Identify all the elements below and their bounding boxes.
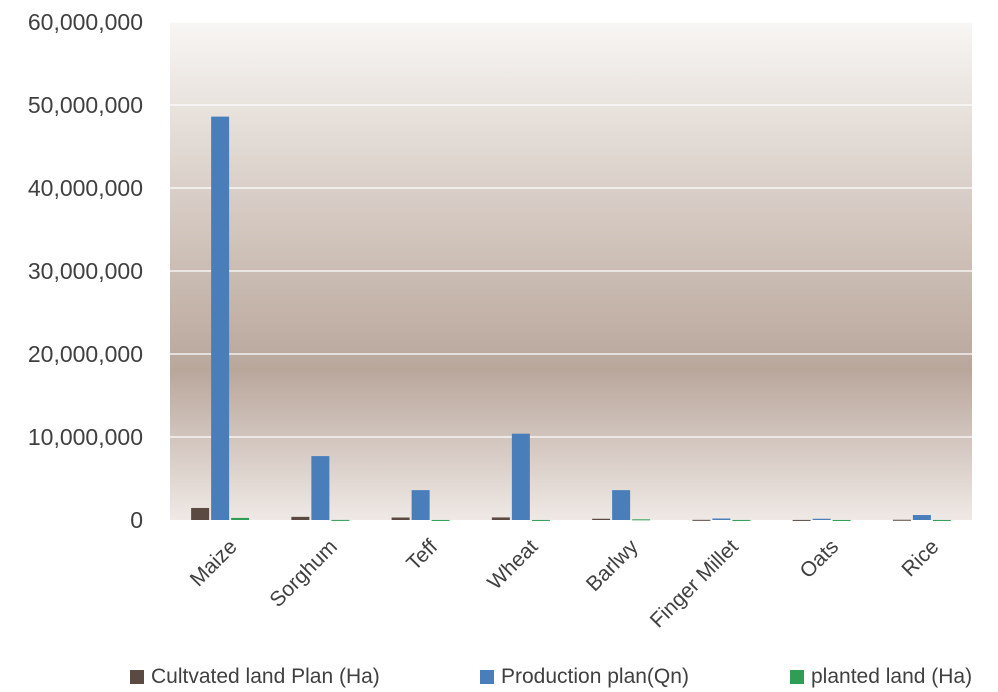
gridlines [170, 21, 972, 438]
bar [231, 517, 250, 520]
x-tick-label: Oats [796, 535, 844, 583]
y-tick-label: 50,000,000 [28, 92, 143, 118]
bar-chart-svg: 0 10,000,000 20,000,000 30,000,000 40,000,00… [28, 9, 972, 632]
bar [712, 518, 731, 520]
bar [291, 516, 310, 520]
legend-item-cultivated-land: Cultvated land Plan (Ha) [130, 665, 380, 689]
x-tick-label: Maize [186, 535, 242, 591]
legend-item-planted-land: planted land (Ha) [790, 665, 972, 689]
bar [612, 490, 631, 520]
bar [692, 519, 711, 521]
legend-item-production-plan: Production plan(Qn) [480, 665, 689, 689]
y-tick-label: 40,000,000 [28, 175, 143, 201]
legend-swatch-production-plan [480, 670, 494, 684]
legend: Cultvated land Plan (Ha) Production plan… [0, 662, 998, 692]
bar [191, 507, 210, 520]
bar [812, 518, 831, 520]
legend-label-production-plan: Production plan(Qn) [501, 665, 689, 688]
legend-swatch-cultivated-land [130, 670, 144, 684]
y-tick-label: 10,000,000 [28, 424, 143, 450]
y-tick-label: 20,000,000 [28, 341, 143, 367]
bar [511, 433, 530, 520]
bar [331, 519, 350, 521]
bar [491, 517, 510, 520]
x-tick-label: Sorghum [265, 535, 342, 612]
y-tick-label: 60,000,000 [28, 9, 143, 35]
bar [531, 519, 550, 521]
legend-label-planted-land: planted land (Ha) [811, 665, 973, 688]
y-axis-tick-labels: 0 10,000,000 20,000,000 30,000,000 40,000,00… [28, 9, 143, 533]
legend-swatch-planted-land [790, 670, 804, 684]
y-tick-label: 0 [130, 507, 143, 533]
bar [632, 519, 651, 521]
bar [592, 518, 611, 520]
bar [912, 515, 931, 520]
bar [892, 519, 911, 521]
x-axis-tick-labels: Maize Sorghum Teff Wheat Barlwy Finger Millet… [186, 535, 944, 632]
bar [211, 116, 230, 521]
bar [792, 519, 811, 521]
x-tick-label: Rice [897, 535, 943, 581]
bar [391, 517, 410, 520]
bar [311, 456, 330, 520]
legend-label-cultivated-land: Cultvated land Plan (Ha) [151, 665, 380, 688]
x-tick-label: Wheat [483, 535, 542, 594]
y-tick-label: 30,000,000 [28, 258, 143, 284]
bar [932, 519, 951, 521]
x-tick-label: Finger Millet [646, 535, 743, 632]
bar [431, 519, 450, 521]
x-tick-label: Barlwy [582, 535, 643, 596]
bar [832, 519, 851, 521]
bars [191, 116, 951, 521]
x-tick-label: Teff [402, 535, 442, 575]
bar [411, 490, 430, 520]
bar [732, 519, 751, 521]
